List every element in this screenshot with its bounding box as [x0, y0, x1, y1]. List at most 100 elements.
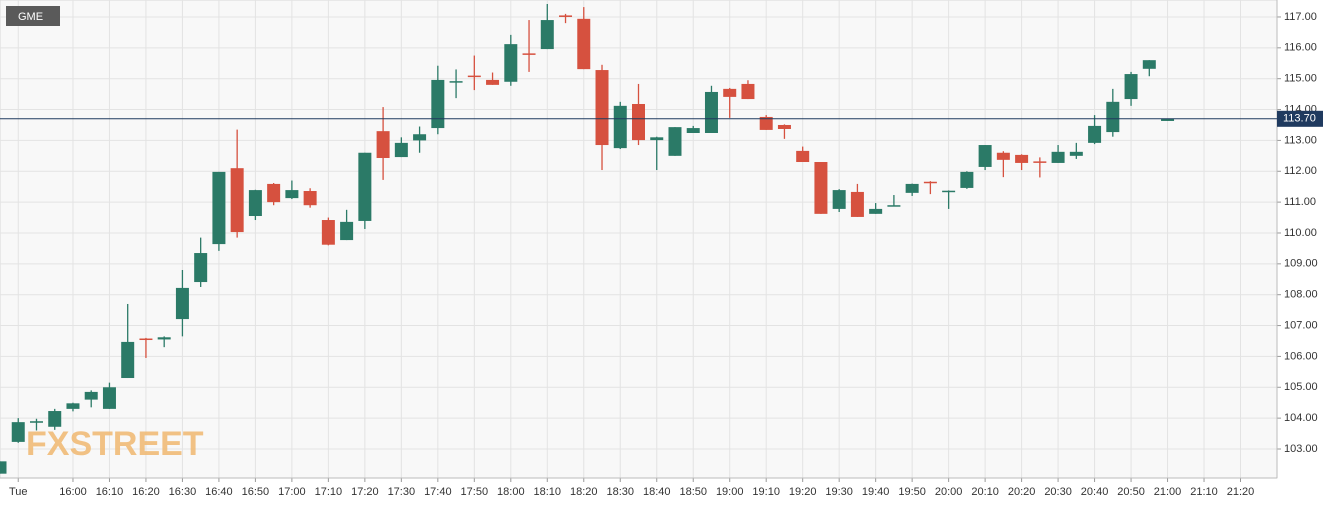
candle-body [741, 83, 755, 100]
x-tick-label: 18:10 [534, 486, 562, 498]
x-tick-label: 20:50 [1117, 486, 1145, 498]
candle-body [1033, 161, 1047, 163]
x-tick-label: 21:10 [1190, 486, 1218, 498]
candle-body [522, 53, 536, 55]
candle-body [285, 190, 299, 199]
candle-body [194, 253, 208, 283]
candle-body [340, 221, 354, 241]
candle-body [1015, 154, 1029, 163]
candle-body [267, 183, 281, 203]
watermark: FXSTREET [26, 425, 204, 463]
y-tick-label: 106.00 [1284, 350, 1318, 362]
x-tick-label: 16:40 [205, 486, 233, 498]
candle-body [66, 403, 80, 409]
x-tick-label: 17:00 [278, 486, 306, 498]
x-tick-label: 17:30 [388, 486, 416, 498]
grid [0, 0, 1277, 478]
x-tick-label: 20:20 [1008, 486, 1036, 498]
y-tick-label: 116.00 [1284, 42, 1317, 54]
candle-body [595, 70, 609, 146]
candle-body [978, 145, 992, 167]
x-tick-label: 20:40 [1081, 486, 1109, 498]
y-tick-label: 115.00 [1284, 73, 1317, 85]
candle-body [212, 171, 226, 245]
candle-body [248, 190, 262, 217]
candles [0, 4, 1175, 474]
candle-body [540, 20, 554, 50]
candle-body [121, 341, 135, 379]
candle-body [832, 190, 846, 209]
candle-body [1088, 125, 1102, 143]
x-tick-label: 18:40 [643, 486, 671, 498]
x-tick-label: 17:20 [351, 486, 379, 498]
last-price-tag [1277, 110, 1323, 127]
candle-body [175, 287, 189, 320]
candle-body [449, 81, 463, 83]
candle-body [1142, 60, 1156, 69]
x-tick-label: 16:20 [132, 486, 160, 498]
candle-body [1106, 101, 1120, 133]
x-tick-label: 19:00 [716, 486, 744, 498]
candle-body [1161, 118, 1175, 121]
candle-body [504, 44, 518, 82]
candle-body [704, 91, 718, 134]
x-tick-label: 19:50 [898, 486, 926, 498]
y-tick-label: 107.00 [1284, 319, 1318, 331]
candle-body [869, 208, 883, 214]
candle-body [559, 15, 573, 17]
y-tick-label: 108.00 [1284, 289, 1318, 301]
last-price-label: 113.70 [1283, 113, 1316, 125]
candle-body [48, 411, 62, 427]
x-tick-label: 18:20 [570, 486, 598, 498]
candle-body [102, 387, 116, 409]
x-tick-label: 19:40 [862, 486, 890, 498]
candle-body [850, 191, 864, 217]
x-tick-label: 17:10 [315, 486, 343, 498]
candle-body [796, 150, 810, 163]
x-tick-label: 17:50 [461, 486, 489, 498]
x-tick-label: 16:00 [59, 486, 87, 498]
y-tick-label: 104.00 [1284, 412, 1318, 424]
y-tick-label: 109.00 [1284, 258, 1318, 270]
candle-body [686, 128, 700, 134]
x-tick-label: 19:30 [825, 486, 853, 498]
candle-body [960, 171, 974, 188]
legend-box [6, 6, 60, 26]
y-tick-label: 112.00 [1284, 165, 1317, 177]
candle-body [376, 131, 390, 158]
x-tick-label: 16:30 [169, 486, 197, 498]
candle-body [887, 205, 901, 207]
x-tick-label: 21:00 [1154, 486, 1182, 498]
candle-body [467, 75, 481, 78]
candle-body [577, 18, 591, 70]
candle-body [394, 142, 408, 158]
x-tick-label: 20:00 [935, 486, 963, 498]
y-tick-label: 117.00 [1284, 11, 1317, 23]
candle-body [923, 181, 937, 184]
y-tick-label: 103.00 [1284, 443, 1318, 455]
candle-body [0, 461, 7, 474]
candle-body [777, 124, 791, 129]
candle-body [942, 190, 956, 193]
x-tick-label: 17:40 [424, 486, 452, 498]
x-tick-label: 18:30 [606, 486, 634, 498]
x-tick-label: 16:10 [96, 486, 124, 498]
candle-body [431, 79, 445, 129]
axes: 103.00 104.00 105.00 106.00 107.00 108.00 109.… [0, 0, 1323, 498]
candle-body [613, 105, 627, 149]
legend-label: GME [18, 11, 43, 23]
x-tick-label: 18:50 [679, 486, 707, 498]
candle-body [29, 421, 43, 423]
x-tick-label: 18:00 [497, 486, 525, 498]
candle-body [1124, 74, 1138, 100]
plot-area [0, 0, 1278, 479]
candle-body [632, 103, 645, 141]
candle-body [139, 338, 153, 341]
x-tick-label: 19:10 [752, 486, 780, 498]
y-tick-label: 105.00 [1284, 381, 1318, 393]
candle-body [303, 191, 317, 206]
candle-body [723, 88, 737, 97]
candle-body [321, 220, 335, 245]
y-tick-label: 110.00 [1284, 227, 1317, 239]
candle-body [1069, 151, 1083, 156]
